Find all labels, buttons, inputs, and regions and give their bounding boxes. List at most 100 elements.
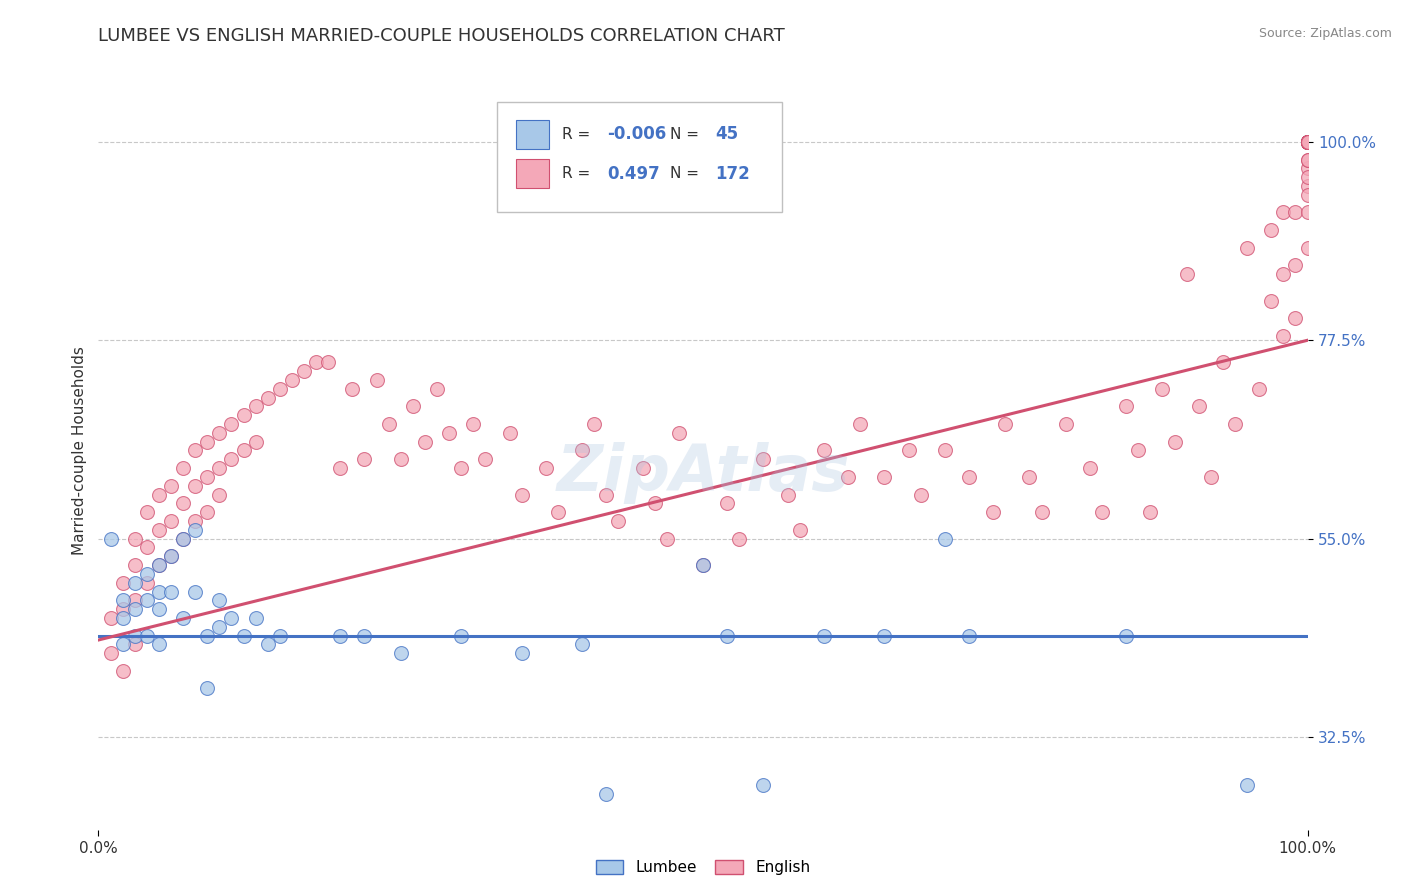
Point: [389, 646, 412, 660]
Point: [1296, 135, 1319, 149]
Point: [305, 355, 328, 369]
Point: [1296, 178, 1319, 193]
Point: [1296, 135, 1319, 149]
Text: Source: ZipAtlas.com: Source: ZipAtlas.com: [1258, 27, 1392, 40]
Text: 0.497: 0.497: [607, 165, 661, 183]
Point: [1199, 470, 1222, 484]
FancyBboxPatch shape: [498, 102, 782, 211]
Point: [100, 646, 122, 660]
Point: [389, 452, 412, 467]
Point: [474, 452, 496, 467]
Point: [232, 629, 254, 643]
Point: [195, 434, 218, 449]
Point: [111, 575, 134, 590]
Point: [1296, 135, 1319, 149]
Point: [1152, 382, 1174, 396]
Point: [245, 434, 267, 449]
Point: [353, 452, 375, 467]
Text: N =: N =: [671, 127, 704, 142]
Point: [1296, 135, 1319, 149]
Point: [1296, 170, 1319, 185]
Point: [813, 629, 835, 643]
Point: [837, 470, 859, 484]
Point: [232, 443, 254, 458]
Point: [1296, 135, 1319, 149]
Point: [124, 532, 146, 546]
Point: [450, 461, 472, 475]
Point: [934, 443, 956, 458]
Point: [245, 400, 267, 414]
Point: [716, 629, 738, 643]
Point: [124, 629, 146, 643]
Point: [221, 452, 243, 467]
Point: [1296, 135, 1319, 149]
Point: [195, 505, 218, 519]
Point: [1284, 258, 1306, 272]
FancyBboxPatch shape: [516, 160, 550, 188]
Text: N =: N =: [671, 166, 704, 181]
Point: [208, 461, 231, 475]
Point: [463, 417, 485, 431]
Point: [595, 487, 617, 501]
Point: [1296, 135, 1319, 149]
Point: [957, 470, 980, 484]
Point: [1296, 135, 1319, 149]
Point: [172, 532, 194, 546]
Point: [1249, 382, 1271, 396]
Point: [1296, 135, 1319, 149]
Point: [1115, 400, 1137, 414]
Point: [195, 629, 218, 643]
Text: ZipAtlas: ZipAtlas: [557, 442, 849, 504]
Point: [342, 382, 364, 396]
Point: [1163, 434, 1185, 449]
Point: [148, 602, 170, 616]
Point: [776, 487, 799, 501]
Point: [426, 382, 449, 396]
Point: [1128, 443, 1150, 458]
Point: [292, 364, 315, 378]
Point: [1272, 205, 1295, 219]
Point: [135, 629, 157, 643]
Point: [1296, 135, 1319, 149]
Point: [957, 629, 980, 643]
Point: [135, 541, 157, 555]
Point: [1223, 417, 1246, 431]
Point: [1296, 135, 1319, 149]
Point: [111, 637, 134, 651]
Point: [994, 417, 1017, 431]
Point: [195, 470, 218, 484]
Point: [148, 637, 170, 651]
Point: [1115, 629, 1137, 643]
Point: [1296, 135, 1319, 149]
Point: [547, 505, 569, 519]
Point: [498, 425, 520, 440]
Point: [1212, 355, 1234, 369]
Point: [135, 575, 157, 590]
Point: [692, 558, 714, 572]
Point: [1296, 135, 1319, 149]
Text: R =: R =: [561, 127, 595, 142]
Point: [124, 593, 146, 607]
Point: [329, 629, 352, 643]
Point: [789, 523, 811, 537]
Point: [100, 611, 122, 625]
Point: [208, 487, 231, 501]
Point: [366, 373, 388, 387]
Point: [232, 408, 254, 422]
Point: [111, 664, 134, 678]
Point: [135, 505, 157, 519]
Point: [172, 496, 194, 510]
Point: [1054, 417, 1077, 431]
FancyBboxPatch shape: [516, 120, 550, 149]
Legend: Lumbee, English: Lumbee, English: [591, 855, 815, 880]
Point: [1296, 161, 1319, 176]
Point: [595, 787, 617, 801]
Point: [195, 681, 218, 696]
Point: [644, 496, 666, 510]
Point: [571, 637, 593, 651]
Point: [1296, 135, 1319, 149]
Point: [135, 566, 157, 581]
Point: [1260, 293, 1282, 308]
Point: [172, 611, 194, 625]
Point: [111, 593, 134, 607]
